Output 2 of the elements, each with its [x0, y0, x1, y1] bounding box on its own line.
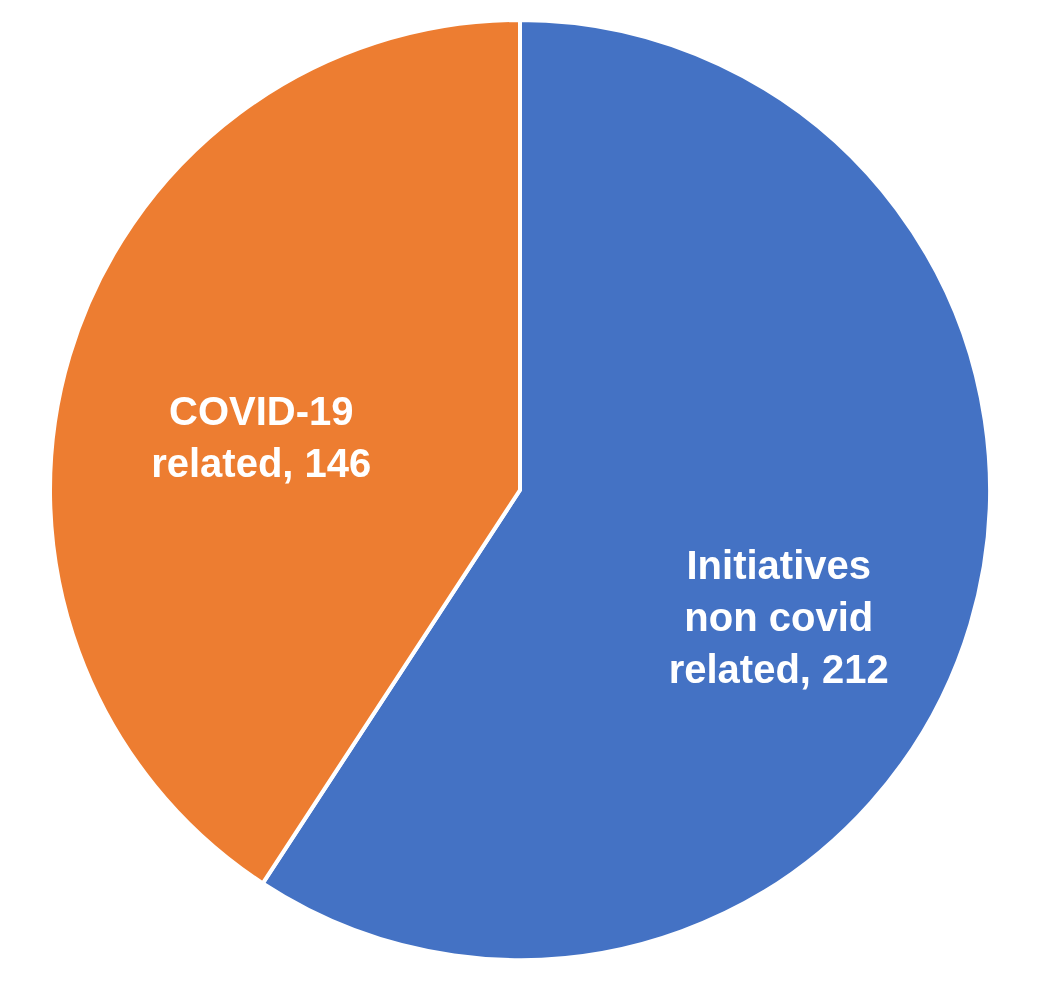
slice-label: Initiatives non covid related, 212	[668, 543, 889, 692]
slice-label: COVID-19 related, 146	[151, 388, 372, 485]
